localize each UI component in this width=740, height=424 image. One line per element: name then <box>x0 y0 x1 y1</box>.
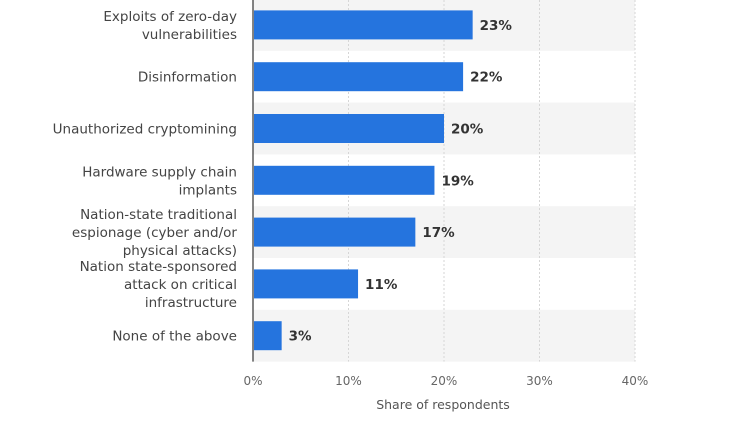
category-label: Exploits of zero-day vulnerabilities <box>103 9 237 43</box>
value-label: 20% <box>451 122 484 138</box>
x-tick-label: 0% <box>243 374 262 388</box>
bar <box>254 114 444 143</box>
bar <box>254 62 464 92</box>
x-tick-label: 40% <box>622 374 649 388</box>
category-labels: Exploits of zero-day vulnerabilities Disin… <box>53 9 238 345</box>
x-tick-label: 10% <box>335 374 362 388</box>
category-label: Nation state-sponsored attack on critical… <box>80 259 237 311</box>
x-tick-label: 30% <box>526 374 553 388</box>
category-label: Unauthorized cryptomining <box>53 122 237 138</box>
category-label: Disinformation <box>138 70 237 86</box>
bars <box>254 10 473 351</box>
bar <box>254 321 282 351</box>
x-tick-label: 20% <box>431 374 458 388</box>
category-label: Nation-state traditional espionage (cyber… <box>72 207 238 259</box>
value-labels: 23% 22% 20% 19% 17% 11% 3% <box>289 18 513 345</box>
value-label: 3% <box>289 329 312 345</box>
category-label: Hardware supply chain implants <box>82 164 237 198</box>
value-label: 22% <box>470 70 503 86</box>
value-label: 23% <box>480 18 513 34</box>
bar <box>254 10 473 40</box>
value-label: 11% <box>365 277 398 293</box>
value-label: 19% <box>441 173 474 189</box>
bar <box>254 269 359 299</box>
x-tick-labels: 0% 10% 20% 30% 40% <box>243 374 648 388</box>
bar <box>254 217 416 247</box>
category-label: None of the above <box>112 329 237 345</box>
bar <box>254 165 435 195</box>
value-label: 17% <box>422 225 455 241</box>
x-axis-title: Share of respondents <box>376 397 510 412</box>
